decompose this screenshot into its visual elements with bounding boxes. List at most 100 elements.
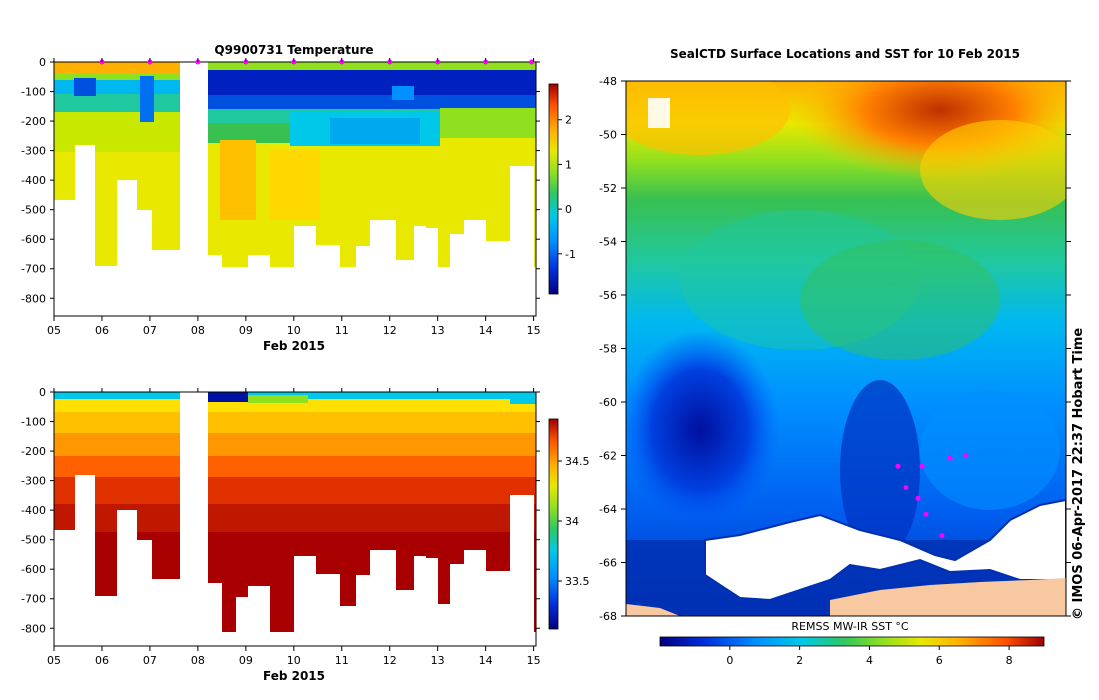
salinity-colorbar [548,418,559,630]
sst-colorbar-celsius-label: 8 [1006,654,1013,667]
colorbar-tick-label: 0 [565,203,572,216]
colorbar-tick-label: 1 [565,158,572,171]
sst-map-title: SealCTD Surface Locations and SST for 10… [670,47,1020,61]
temperature-panel: Q9900731 Temperature [21,43,576,353]
salinity-xlabel: Feb 2015 [263,669,325,683]
sst-map-area [626,81,1066,616]
salinity-panel: 0 -100 -200 -300 -400 -500 -600 -700 -800 05 06 07… [21,386,589,683]
x-tick-label: 15 [527,654,541,667]
seal-position-marker [939,533,945,539]
sst-colorbar-ticks: 02468707580859095 [726,646,1013,667]
y-tick-label: 0 [39,56,46,69]
lat-tick-label: -50 [599,129,617,142]
temperature-colorbar-ticks: 2 1 0 -1 [558,114,576,261]
x-tick-label: 12 [383,654,397,667]
sst-colorbar-celsius-label: 6 [936,654,943,667]
x-tick-label: 10 [287,324,301,337]
colorbar-tick-label: 34 [565,515,579,528]
y-tick-label: -500 [21,534,46,547]
lat-tick-label: -62 [599,450,617,463]
colorbar-tick-label: -1 [565,248,576,261]
salinity-plot-frame [53,391,537,647]
salinity-y-ticks: 0 -100 -200 -300 -400 -500 -600 -700 -800 [21,386,540,635]
x-tick-label: 15 [527,324,541,337]
x-tick-label: 05 [47,324,61,337]
y-tick-label: -300 [21,145,46,158]
credit-text: © IMOS 06-Apr-2017 22:37 Hobart Time [1071,328,1086,620]
y-tick-label: -500 [21,204,46,217]
seal-position-marker [915,495,921,501]
island [648,98,670,128]
y-tick-label: -400 [21,504,46,517]
seal-position-marker [903,485,909,491]
x-tick-label: 06 [95,324,109,337]
y-tick-label: -400 [21,174,46,187]
lat-tick-label: -60 [599,396,617,409]
sst-colorbar-celsius-label: 4 [866,654,873,667]
lat-tick-label: -64 [599,503,617,516]
x-tick-label: 08 [191,654,205,667]
sst-map-lat-ticks: -48 -50 -52 -54 -56 -58 -60 -62 -64 -66 -68 [599,75,1071,623]
x-tick-label: 09 [239,324,253,337]
y-tick-label: -700 [21,593,46,606]
land [830,578,1066,616]
lat-tick-label: -66 [599,557,617,570]
x-tick-label: 05 [47,654,61,667]
y-tick-label: -600 [21,233,46,246]
lat-tick-label: -68 [599,610,617,623]
x-tick-label: 11 [335,324,349,337]
y-tick-label: -600 [21,563,46,576]
colorbar-tick-label: 34.5 [565,455,590,468]
surface-marker [529,59,535,65]
salinity-plot-area [54,392,536,646]
y-tick-label: -200 [21,115,46,128]
temperature-y-ticks: 0 -100 -200 -300 -400 -500 -600 -700 -800 [21,56,540,305]
seal-position-marker [947,455,953,461]
sst-colorbar-label: REMSS MW-IR SST °C [791,620,909,633]
temperature-plot-area [54,62,536,316]
y-tick-label: -800 [21,292,46,305]
temperature-title: Q9900731 Temperature [214,43,373,57]
temperature-x-ticks: 05 06 07 08 09 10 11 12 13 14 15 [47,58,541,337]
seal-position-marker [919,463,925,469]
salinity-colorbar-ticks: 34.5 34 33.5 [558,455,590,588]
seal-position-marker [895,463,901,469]
x-tick-label: 07 [143,654,157,667]
y-tick-label: -700 [21,263,46,276]
x-tick-label: 13 [431,324,445,337]
salinity-x-ticks: 05 06 07 08 09 10 11 12 13 14 15 [47,388,541,667]
temperature-colorbar [548,83,559,295]
sst-colorbar-celsius-label: 2 [796,654,803,667]
seal-positions [895,453,969,539]
y-tick-label: -300 [21,475,46,488]
x-tick-label: 09 [239,654,253,667]
x-tick-label: 14 [479,654,493,667]
x-tick-label: 07 [143,324,157,337]
colorbar-tick-label: 2 [565,114,572,127]
y-tick-label: -200 [21,445,46,458]
lat-tick-label: -48 [599,75,617,88]
lat-tick-label: -56 [599,289,617,302]
seal-position-marker [923,511,929,517]
y-tick-label: -100 [21,416,46,429]
sst-colorbar [659,636,1045,647]
colorbar-tick-label: 33.5 [565,575,590,588]
x-tick-label: 12 [383,324,397,337]
land-left [626,604,680,616]
x-tick-label: 14 [479,324,493,337]
sst-map-panel: SealCTD Surface Locations and SST for 10… [599,47,1071,667]
lat-tick-label: -54 [599,236,617,249]
x-tick-label: 08 [191,324,205,337]
x-tick-label: 11 [335,654,349,667]
sst-colorbar-celsius-label: 0 [726,654,733,667]
x-tick-label: 13 [431,654,445,667]
lat-tick-label: -58 [599,343,617,356]
x-tick-label: 10 [287,654,301,667]
x-tick-label: 06 [95,654,109,667]
temperature-xlabel: Feb 2015 [263,339,325,353]
lat-tick-label: -52 [599,182,617,195]
y-tick-label: -100 [21,86,46,99]
y-tick-label: 0 [39,386,46,399]
y-tick-label: -800 [21,622,46,635]
